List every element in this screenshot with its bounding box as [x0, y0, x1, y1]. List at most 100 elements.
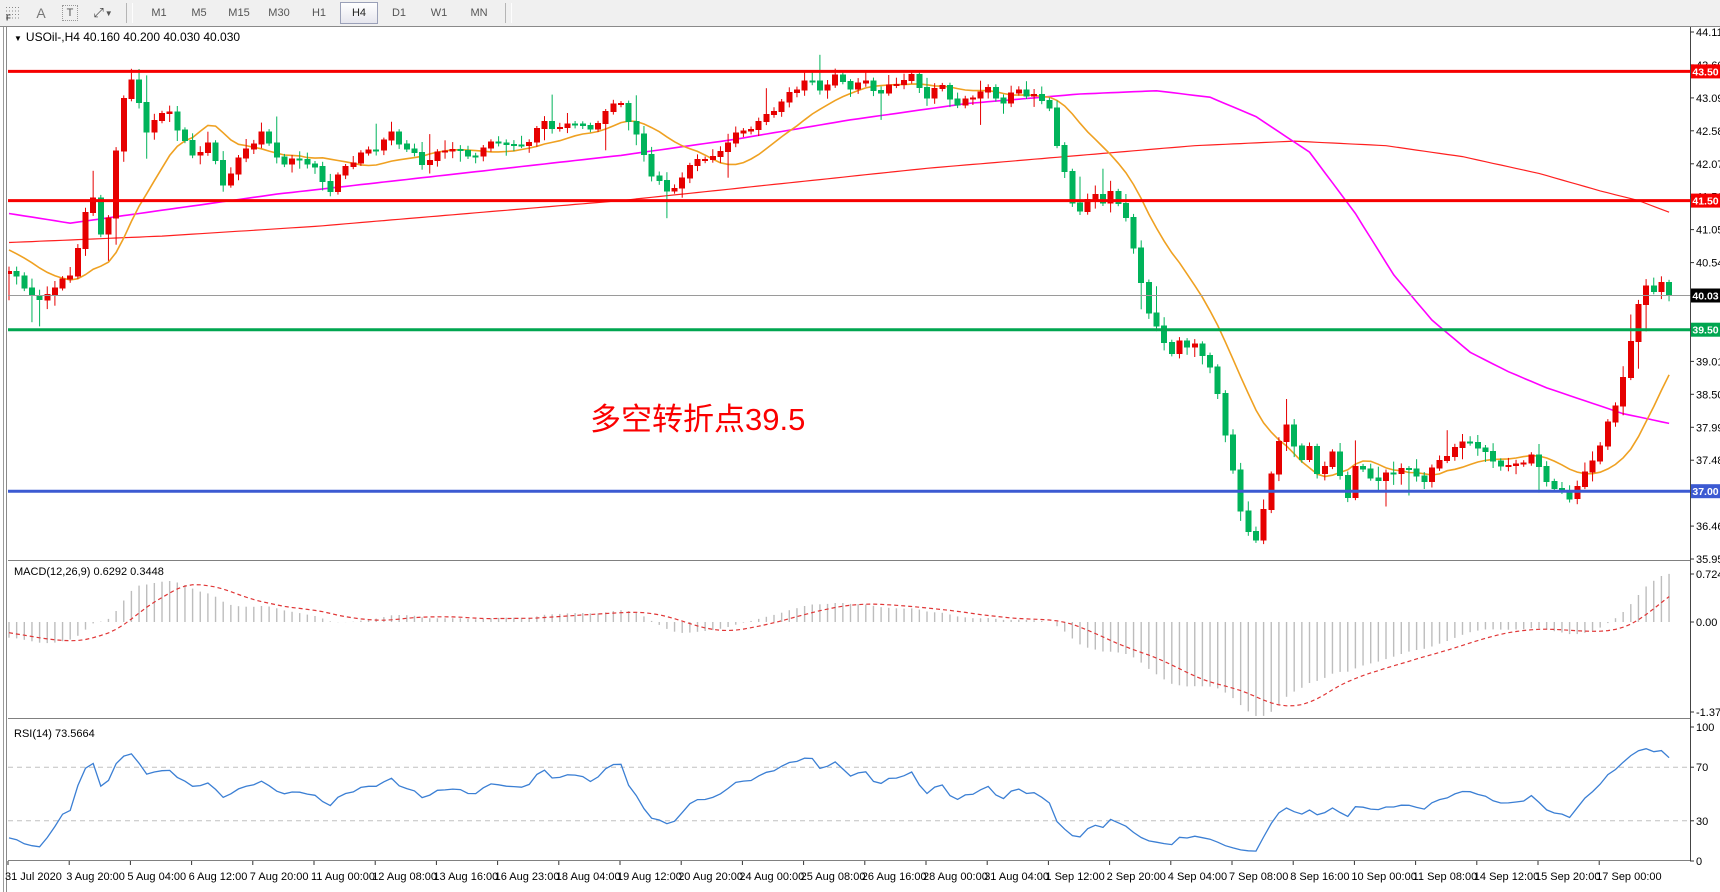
- price-tag-43.50: 43.50: [1691, 64, 1720, 79]
- candle: [992, 84, 999, 102]
- candle: [1390, 461, 1397, 485]
- timeframe-m30-button[interactable]: M30: [268, 7, 290, 19]
- candle: [74, 244, 81, 279]
- candle: [885, 75, 892, 96]
- timeframe-m5-button[interactable]: M5: [191, 7, 207, 19]
- svg-text:43.50: 43.50: [1692, 66, 1718, 78]
- candle: [1314, 443, 1321, 479]
- candle: [327, 173, 334, 197]
- candle: [1031, 89, 1038, 107]
- candle: [8, 266, 12, 301]
- candle: [212, 140, 219, 165]
- candle: [755, 117, 762, 136]
- text-tool-icon: A: [36, 5, 46, 21]
- candle: [105, 215, 112, 261]
- candle: [1283, 399, 1290, 451]
- candle: [1467, 436, 1474, 446]
- rsi-indicator-label: RSI(14) 73.5664: [14, 728, 95, 740]
- candle: [656, 171, 663, 185]
- candle: [403, 140, 410, 152]
- collapse-triangle-icon[interactable]: ▼: [14, 34, 22, 43]
- candle: [204, 131, 211, 156]
- candle: [82, 207, 89, 256]
- level-lines[interactable]: [8, 69, 1690, 493]
- candle: [1191, 339, 1198, 357]
- candle: [1505, 457, 1512, 472]
- candle: [1199, 341, 1206, 365]
- macd-axis[interactable]: 0.7244 0.00 -1.37: [1690, 569, 1720, 719]
- candle: [786, 87, 793, 108]
- svg-text:40.03: 40.03: [1692, 291, 1718, 303]
- candle: [931, 83, 938, 104]
- toolbar: F A T ⤢ ▼ M1 M5 M15 M30 H1 H4 D1 W1 MN: [0, 0, 1720, 27]
- candle: [564, 113, 571, 134]
- candle: [1482, 445, 1489, 462]
- timeframe-d1-button[interactable]: D1: [391, 7, 407, 19]
- candle: [281, 153, 288, 168]
- candle: [1145, 279, 1152, 319]
- timeframe-h4-button[interactable]: H4: [340, 2, 378, 24]
- time-axis[interactable]: 31 Jul 2020 3 Aug 20:00 5 Aug 04:00 6 Aug 1…: [5, 861, 1662, 883]
- candle: [13, 266, 20, 285]
- time-tick-label: 15 Sep 20:00: [1535, 871, 1600, 883]
- candle: [962, 95, 969, 109]
- timeframe-mn-button[interactable]: MN: [470, 7, 488, 19]
- candle: [1436, 455, 1443, 471]
- time-tick-label: 13 Aug 16:00: [433, 871, 498, 883]
- candle: [725, 133, 732, 178]
- candle: [1497, 458, 1504, 471]
- candle: [159, 110, 165, 124]
- candle: [1122, 194, 1129, 222]
- candle: [373, 123, 380, 156]
- candle: [411, 143, 418, 157]
- candle: [350, 156, 357, 170]
- candle: [1375, 466, 1382, 492]
- text-tool-button[interactable]: A: [28, 2, 54, 24]
- timeframe-h1-button[interactable]: H1: [311, 7, 327, 19]
- candle: [610, 99, 617, 115]
- candle: [878, 86, 885, 120]
- candle: [1245, 501, 1252, 536]
- candle: [480, 145, 487, 162]
- arrows-tool-button[interactable]: ⤢ ▼: [86, 2, 120, 24]
- label-tool-button[interactable]: T: [56, 2, 84, 24]
- candle: [1543, 461, 1550, 487]
- candle: [510, 140, 517, 152]
- toolbar-grip[interactable]: [505, 3, 512, 23]
- candle: [1666, 279, 1673, 302]
- time-tick-label: 25 Aug 08:00: [801, 871, 866, 883]
- price-tick-label: 43.09: [1696, 93, 1720, 105]
- timeframe-w1-button[interactable]: W1: [430, 7, 448, 19]
- candle: [1115, 188, 1122, 207]
- candle: [128, 68, 135, 102]
- rsi-axis[interactable]: 100 70 30 0: [1690, 722, 1714, 868]
- candle: [1620, 366, 1627, 416]
- candle: [1367, 463, 1374, 481]
- candle: [1597, 442, 1604, 465]
- price-tick-label: 36.46: [1696, 521, 1720, 533]
- fibonacci-tool-button[interactable]: F: [0, 2, 26, 24]
- candle: [1054, 100, 1060, 149]
- toolbar-grip[interactable]: [126, 3, 133, 23]
- price-axis[interactable]: 44.1143.6043.0942.5842.0741.5641.0540.54…: [1690, 27, 1720, 566]
- price-tick-label: 40.54: [1696, 258, 1720, 270]
- candle: [740, 128, 747, 138]
- candle: [595, 120, 602, 132]
- candle: [449, 142, 456, 159]
- candle: [1413, 459, 1420, 482]
- timeframe-m15-button[interactable]: M15: [228, 7, 250, 19]
- chart-annotation-text[interactable]: 多空转折点39.5: [590, 402, 806, 437]
- candle: [120, 95, 127, 162]
- timeframe-m1-button[interactable]: M1: [151, 7, 167, 19]
- macd-panel: [8, 573, 1670, 716]
- candle: [296, 151, 303, 169]
- candle: [1398, 463, 1405, 485]
- candle: [709, 149, 716, 163]
- candle: [686, 162, 693, 184]
- candle: [434, 149, 441, 167]
- candle: [388, 121, 395, 146]
- candle: [1536, 444, 1542, 493]
- price-tick-label: 44.11: [1696, 27, 1720, 39]
- chevron-down-icon[interactable]: ▼: [104, 8, 113, 18]
